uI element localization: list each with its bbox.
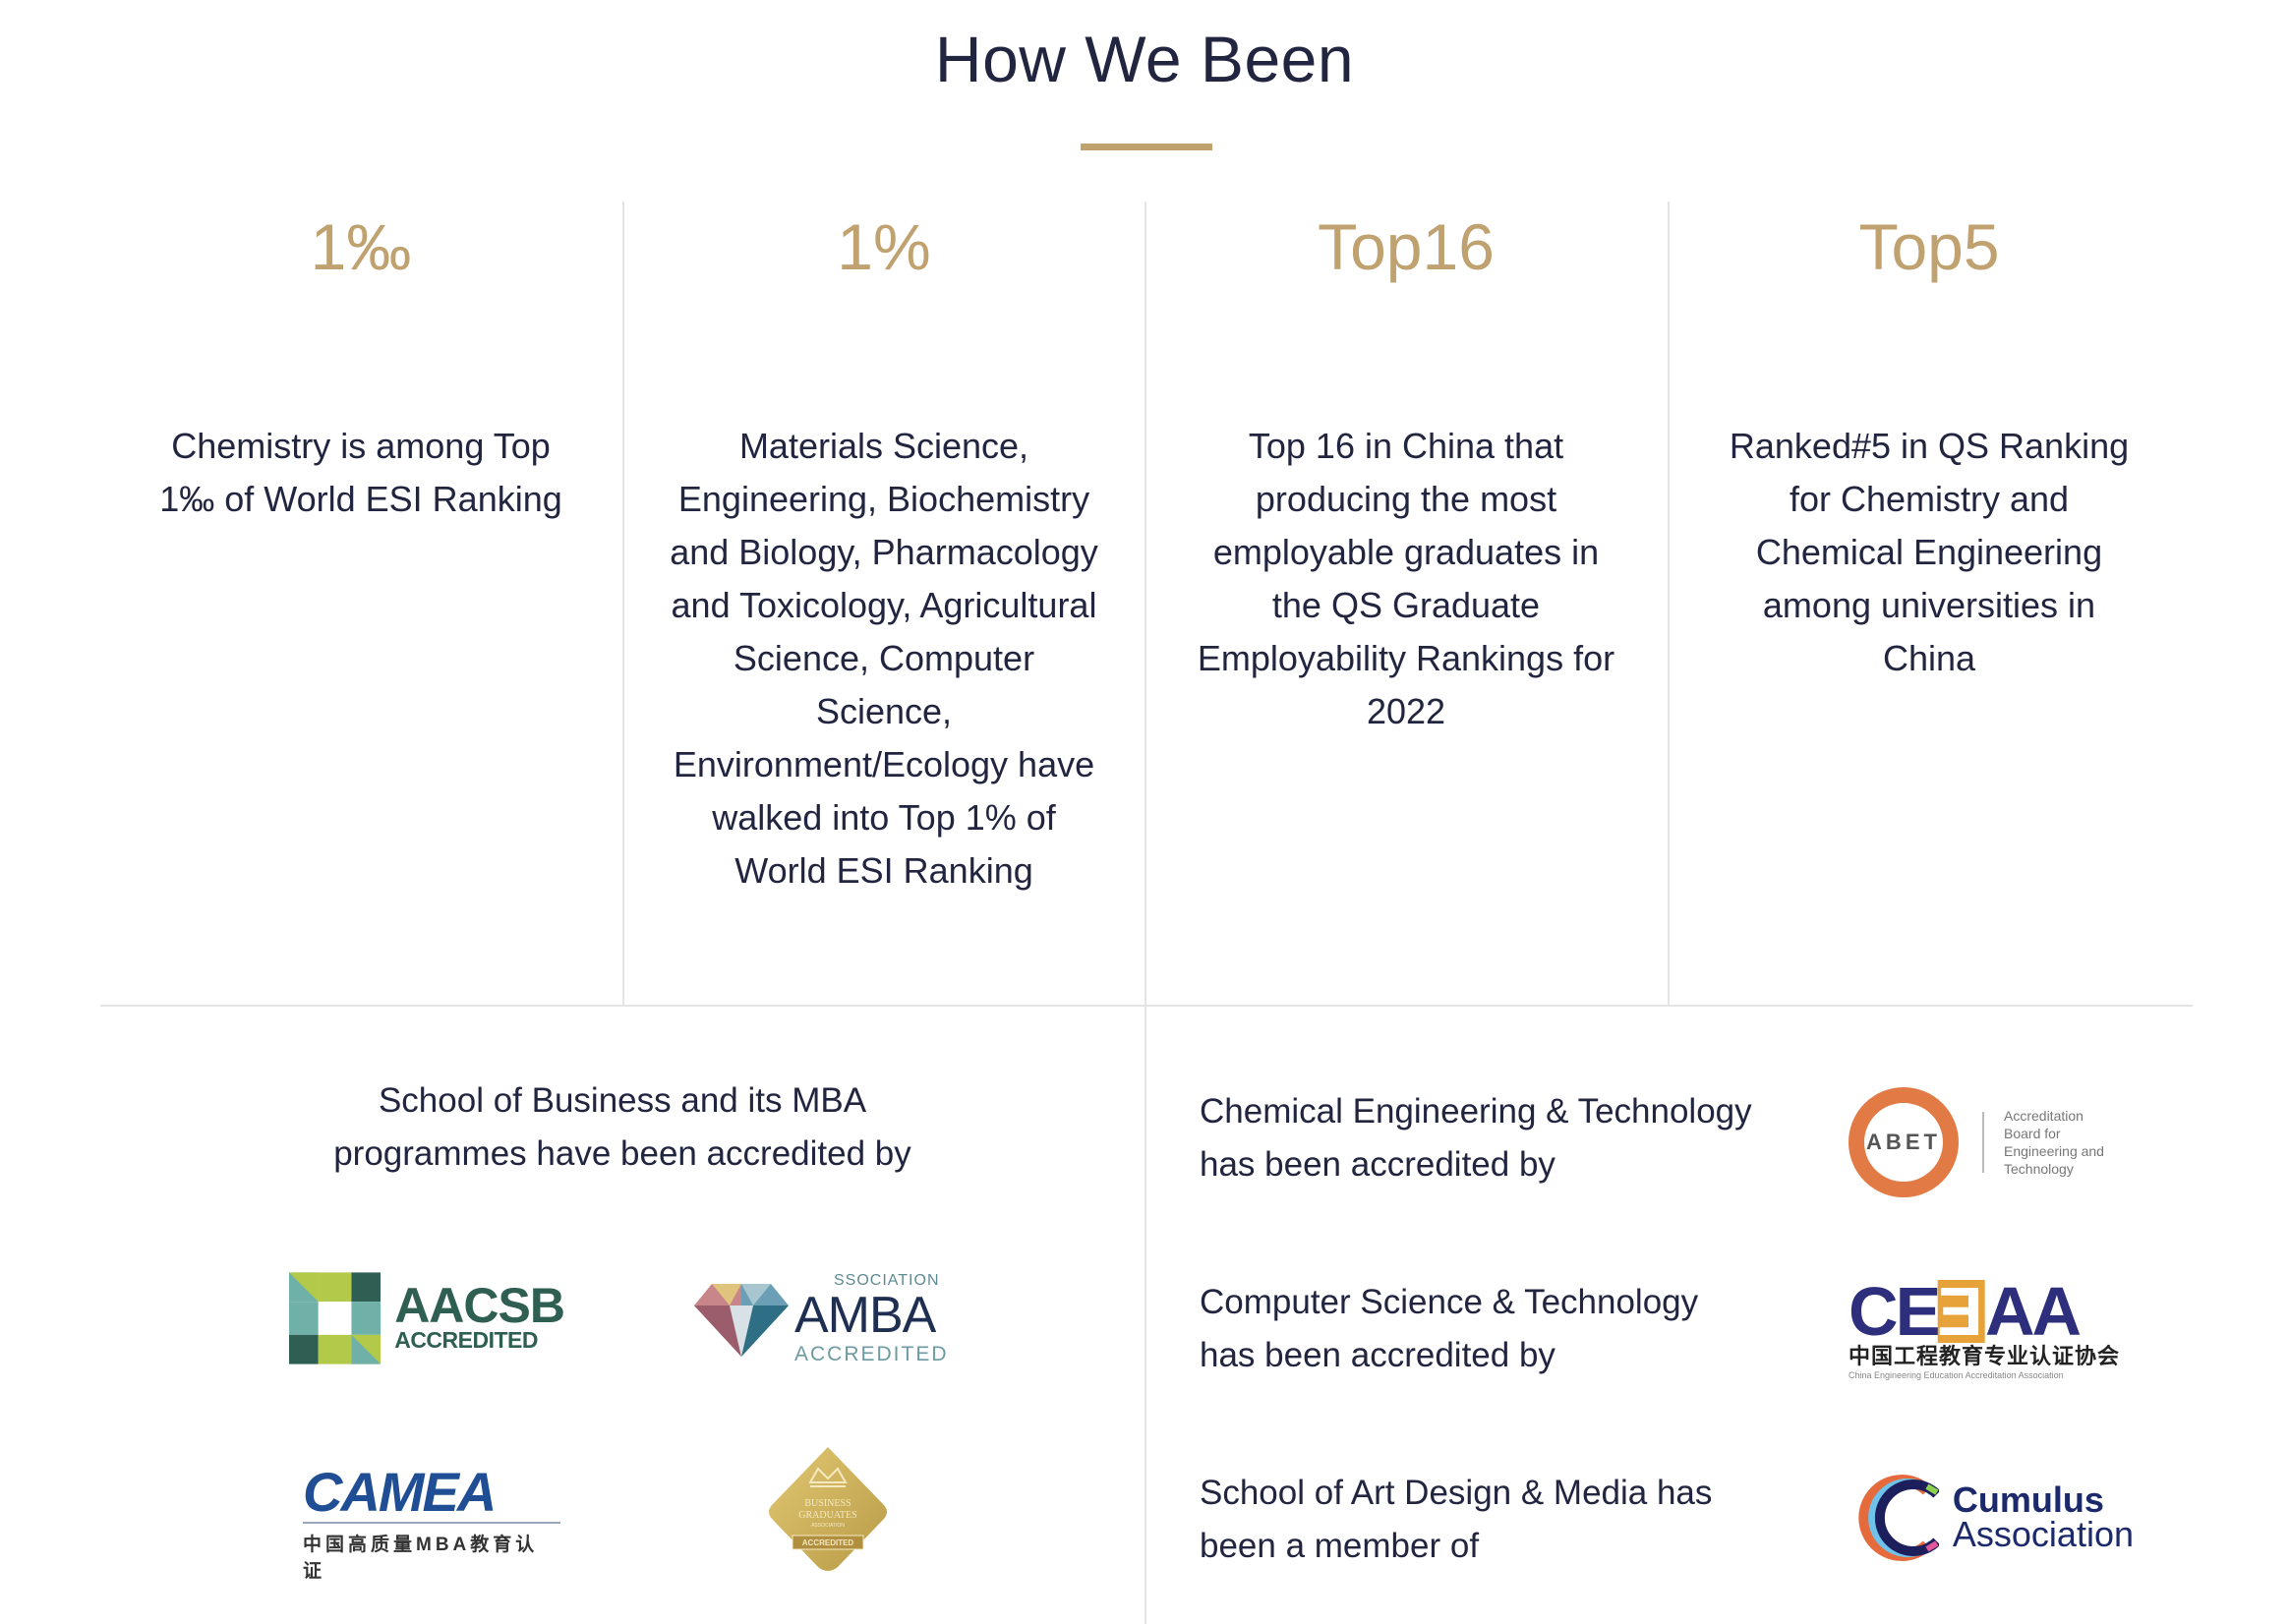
aacsb-mark-icon: [289, 1272, 382, 1364]
stat-description: Ranked#5 in QS Ranking for Chemistry and…: [1729, 426, 2130, 678]
accreditation-art-text: School of Art Design & Media has been a …: [1200, 1474, 1713, 1565]
stat-value: Top16: [1318, 210, 1495, 283]
divider-vertical-3: [1668, 202, 1670, 1006]
cumulus-name: Cumulus: [1952, 1479, 2104, 1520]
abet-separator: [1982, 1112, 1984, 1173]
stat-description: Materials Science, Engineering, Biochemi…: [670, 426, 1098, 891]
camea-name: CAMEA: [303, 1461, 497, 1523]
amba-name: AMBA: [794, 1287, 936, 1344]
ceeaa-letter: A: [2031, 1273, 2083, 1350]
bga-logo: BUSINESS GRADUATES ASSOCIATION ACCREDITE…: [763, 1445, 893, 1575]
business-accreditation-intro: School of Business and its MBA programme…: [100, 1074, 1144, 1181]
stat-employability: Top16 Top 16 in China that producing the…: [1145, 202, 1667, 738]
accreditation-cs-text: Computer Science & Technology has been a…: [1200, 1283, 1699, 1374]
abet-desc-line: Engineering and: [2004, 1143, 2104, 1159]
stat-chemistry: 1‰ Chemistry is among Top 1‰ of World ES…: [100, 202, 621, 526]
title-underline: [1081, 144, 1212, 150]
amba-sub: ACCREDITED: [794, 1343, 949, 1365]
accreditation-chemical-text: Chemical Engineering & Technology has be…: [1200, 1092, 1752, 1184]
svg-text:ACCREDITED: ACCREDITED: [802, 1538, 854, 1547]
cumulus-sub: Association: [1952, 1514, 2134, 1554]
aacsb-name: AACSB: [394, 1278, 565, 1333]
stat-description: Chemistry is among Top 1‰ of World ESI R…: [159, 426, 562, 519]
section-title: How We Been: [934, 23, 1355, 95]
ceeaa-letter: C: [1849, 1273, 1899, 1350]
cumulus-logo: Cumulus Association: [1849, 1469, 2134, 1567]
ceeaa-en: China Engineering Education Accreditatio…: [1849, 1370, 2064, 1380]
ceeaa-letter: A: [1984, 1273, 2035, 1350]
amba-logo: SSOCIATION AMBA ACCREDITED: [694, 1272, 950, 1365]
abet-mark: ABET: [1849, 1087, 1959, 1197]
camea-logo: CAMEA 中国高质量MBA教育认证: [303, 1461, 560, 1582]
stat-materials: 1% Materials Science, Engineering, Bioch…: [623, 202, 1144, 898]
camea-rule: [303, 1522, 560, 1524]
stat-value: Top5: [1858, 210, 2000, 283]
divider-vertical-1: [622, 202, 624, 1006]
stat-description: Top 16 in China that producing the most …: [1197, 426, 1615, 731]
amba-diamond-icon: [694, 1284, 789, 1357]
svg-text:ASSOCIATION: ASSOCIATION: [811, 1523, 845, 1529]
cumulus-c-icon: [1858, 1475, 1939, 1561]
ceeaa-letter: E: [1895, 1273, 1942, 1350]
abet-logo: ABET Accreditation Board for Engineering…: [1849, 1085, 2124, 1199]
abet-desc-line: Technology: [2004, 1161, 2074, 1177]
abet-desc-line: Accreditation: [2004, 1108, 2084, 1124]
aacsb-logo: AACSB ACCREDITED: [289, 1271, 565, 1365]
ceeaa-logo: C E E A A 中国工程教育专业认证协会 China Engineering…: [1849, 1273, 2124, 1388]
svg-text:GRADUATES: GRADUATES: [798, 1510, 856, 1521]
abet-desc-line: Board for: [2004, 1126, 2061, 1141]
ceeaa-mark: C E E A A: [1849, 1273, 2124, 1350]
stat-value: 1%: [837, 210, 931, 283]
divider-horizontal: [100, 1005, 2193, 1007]
ceeaa-cn: 中国工程教育专业认证协会: [1849, 1344, 2121, 1368]
ceeaa-letter: E: [1938, 1273, 1985, 1350]
amba-association: SSOCIATION: [834, 1272, 940, 1289]
camea-cn: 中国高质量MBA教育认证: [303, 1535, 539, 1582]
abet-description: Accreditation Board for Engineering and …: [2004, 1107, 2104, 1178]
aacsb-sub: ACCREDITED: [394, 1327, 538, 1353]
business-intro-text: School of Business and its MBA programme…: [333, 1081, 911, 1173]
stat-value: 1‰: [310, 210, 412, 283]
stat-qs-ranking: Top5 Ranked#5 in QS Ranking for Chemistr…: [1669, 202, 2190, 685]
svg-text:BUSINESS: BUSINESS: [804, 1498, 851, 1509]
divider-vertical-2: [1144, 202, 1146, 1624]
bga-badge-icon: BUSINESS GRADUATES ASSOCIATION ACCREDITE…: [769, 1447, 887, 1571]
